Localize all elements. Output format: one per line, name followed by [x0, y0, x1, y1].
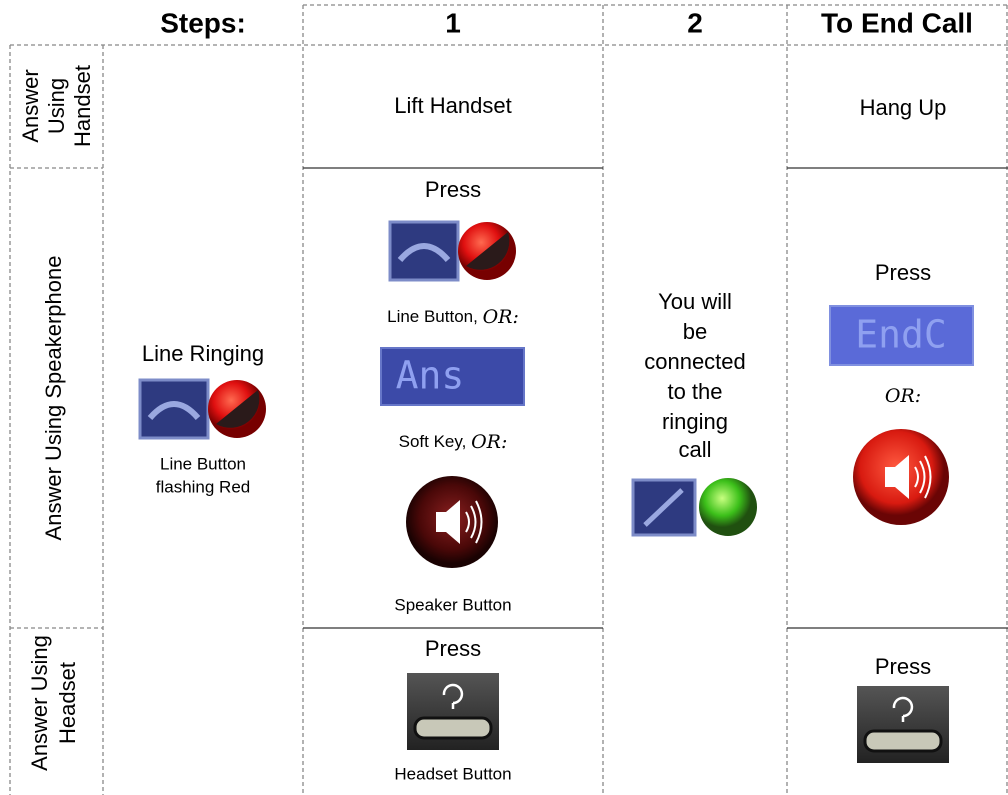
header-cell: 2	[687, 7, 703, 38]
soft-key-label: EndC	[855, 313, 947, 357]
row-label: Answer Using Speakerphone	[41, 256, 66, 541]
soft-key-label: Ans	[396, 354, 465, 398]
header-cell: To End Call	[821, 7, 973, 38]
row-label-line: Answer	[18, 69, 43, 142]
instruction: Line Button, OR:	[387, 306, 519, 328]
row-label-line: Headset	[55, 662, 80, 744]
instruction-line: connected	[644, 349, 746, 374]
caption: Soft Key,	[399, 432, 471, 451]
caption: Line Button,	[387, 307, 482, 326]
or-label: OR:	[885, 385, 921, 407]
instruction: Press	[425, 636, 481, 661]
soft-key-display	[380, 347, 525, 406]
line-button-connected-icon	[631, 478, 757, 537]
step-caption: Line Button	[160, 454, 246, 473]
instruction: Hang Up	[860, 95, 947, 120]
row-label-line: Answer Using Speakerphone	[41, 256, 66, 541]
headset-button-icon	[855, 684, 951, 765]
instruction-line: ringing	[662, 409, 728, 434]
header-cell: Steps:	[160, 7, 246, 38]
instruction: Press	[875, 654, 931, 679]
handset-symbol	[643, 488, 684, 527]
line-button-icon	[140, 380, 266, 438]
instruction: Soft Key, OR:	[399, 431, 508, 453]
instruction-line: call	[678, 437, 711, 462]
step-caption: flashing Red	[156, 477, 251, 496]
or-label: OR:	[471, 431, 507, 453]
header-cell: 1	[445, 7, 461, 38]
row-label: Answer Using Handset	[18, 65, 95, 147]
instruction: Press	[425, 177, 481, 202]
or-label: OR:	[483, 306, 519, 328]
soft-key-display	[829, 305, 974, 366]
headset-button-icon	[405, 671, 501, 752]
row-label-line: Using	[44, 78, 69, 134]
green-light	[699, 478, 757, 536]
instruction-line: to the	[667, 379, 722, 404]
row-label-line: Answer Using	[27, 635, 52, 771]
row-label-line: Handset	[70, 65, 95, 147]
instruction-line: be	[683, 319, 707, 344]
instruction: Press	[875, 260, 931, 285]
instruction-line: You will	[658, 289, 732, 314]
caption: Speaker Button	[394, 595, 511, 614]
row-label: Answer Using Headset	[27, 635, 80, 771]
step-title: Line Ringing	[142, 341, 264, 366]
caption: Headset Button	[394, 764, 511, 783]
instruction: Lift Handset	[394, 93, 511, 118]
line-button-icon	[390, 222, 516, 280]
